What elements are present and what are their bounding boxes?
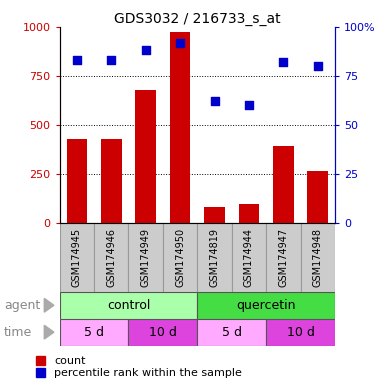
Text: time: time	[4, 326, 32, 339]
Text: 5 d: 5 d	[84, 326, 104, 339]
Bar	[163, 223, 197, 292]
Text: 10 d: 10 d	[286, 326, 315, 339]
Point	[315, 63, 321, 69]
Text: GSM174947: GSM174947	[278, 228, 288, 287]
Bar	[266, 319, 335, 346]
Bar	[301, 223, 335, 292]
Text: 5 d: 5 d	[222, 326, 242, 339]
Text: GSM174950: GSM174950	[175, 228, 185, 287]
Text: GSM174948: GSM174948	[313, 228, 323, 287]
Bar	[197, 319, 266, 346]
Bar	[67, 139, 87, 223]
Point	[108, 57, 114, 63]
Bar	[60, 223, 94, 292]
Text: GSM174819: GSM174819	[209, 228, 219, 287]
Bar	[197, 292, 335, 319]
Text: GSM174946: GSM174946	[106, 228, 116, 287]
Text: GSM174945: GSM174945	[72, 228, 82, 287]
Bar	[266, 223, 301, 292]
Point	[280, 59, 286, 65]
Bar	[170, 32, 191, 223]
Bar	[129, 319, 197, 346]
Bar	[239, 204, 259, 223]
Bar	[94, 223, 129, 292]
Title: GDS3032 / 216733_s_at: GDS3032 / 216733_s_at	[114, 12, 281, 26]
Bar	[129, 223, 163, 292]
Bar	[307, 171, 328, 223]
Bar	[60, 319, 129, 346]
Point	[246, 102, 252, 108]
Text: 10 d: 10 d	[149, 326, 177, 339]
Bar	[101, 139, 122, 223]
Text: agent: agent	[4, 299, 40, 312]
Bar	[60, 292, 197, 319]
Bar	[232, 223, 266, 292]
Text: control: control	[107, 299, 150, 312]
Bar	[136, 89, 156, 223]
Point	[74, 57, 80, 63]
Legend: count, percentile rank within the sample: count, percentile rank within the sample	[36, 356, 242, 379]
Bar	[197, 223, 232, 292]
Point	[142, 47, 149, 53]
Bar	[273, 146, 294, 223]
Text: quercetin: quercetin	[236, 299, 296, 312]
Text: GSM174944: GSM174944	[244, 228, 254, 287]
Text: GSM174949: GSM174949	[141, 228, 151, 287]
Bar	[204, 207, 225, 223]
Point	[211, 98, 218, 104]
Point	[177, 40, 183, 46]
